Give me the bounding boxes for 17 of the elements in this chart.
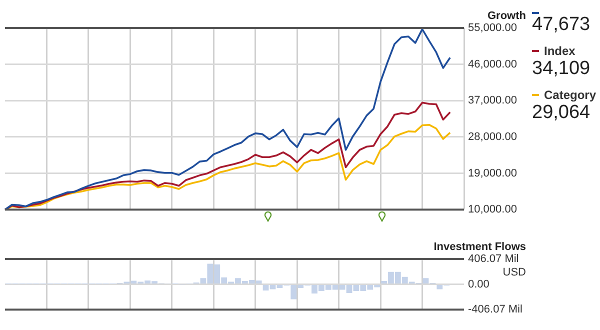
y-tick-label: 406.07 Mil — [468, 253, 519, 266]
y-tick-label: 10,000.00 — [468, 204, 517, 216]
y-tick-label: 28,000.00 — [468, 130, 517, 143]
legend-label: Category — [544, 88, 596, 102]
text: 29,064 — [532, 102, 592, 124]
y-tick-label: 46,000.00 — [468, 58, 517, 70]
y-tick-label: 37,000.00 — [468, 94, 517, 107]
legend-label: Index — [544, 44, 576, 58]
text: 34,109 — [532, 58, 592, 80]
text: 47,673 — [532, 14, 592, 36]
y-tick-label: 55,000.00 — [468, 22, 517, 34]
y-tick-label: 0.00 — [468, 278, 490, 290]
text: Growth — [488, 10, 526, 22]
chart-title: Investment Flows — [434, 241, 526, 253]
y-tick-label: 19,000.00 — [468, 167, 517, 180]
y-axis-title: USD — [502, 266, 526, 279]
y-tick-label: -406.07 Mil — [468, 304, 522, 316]
